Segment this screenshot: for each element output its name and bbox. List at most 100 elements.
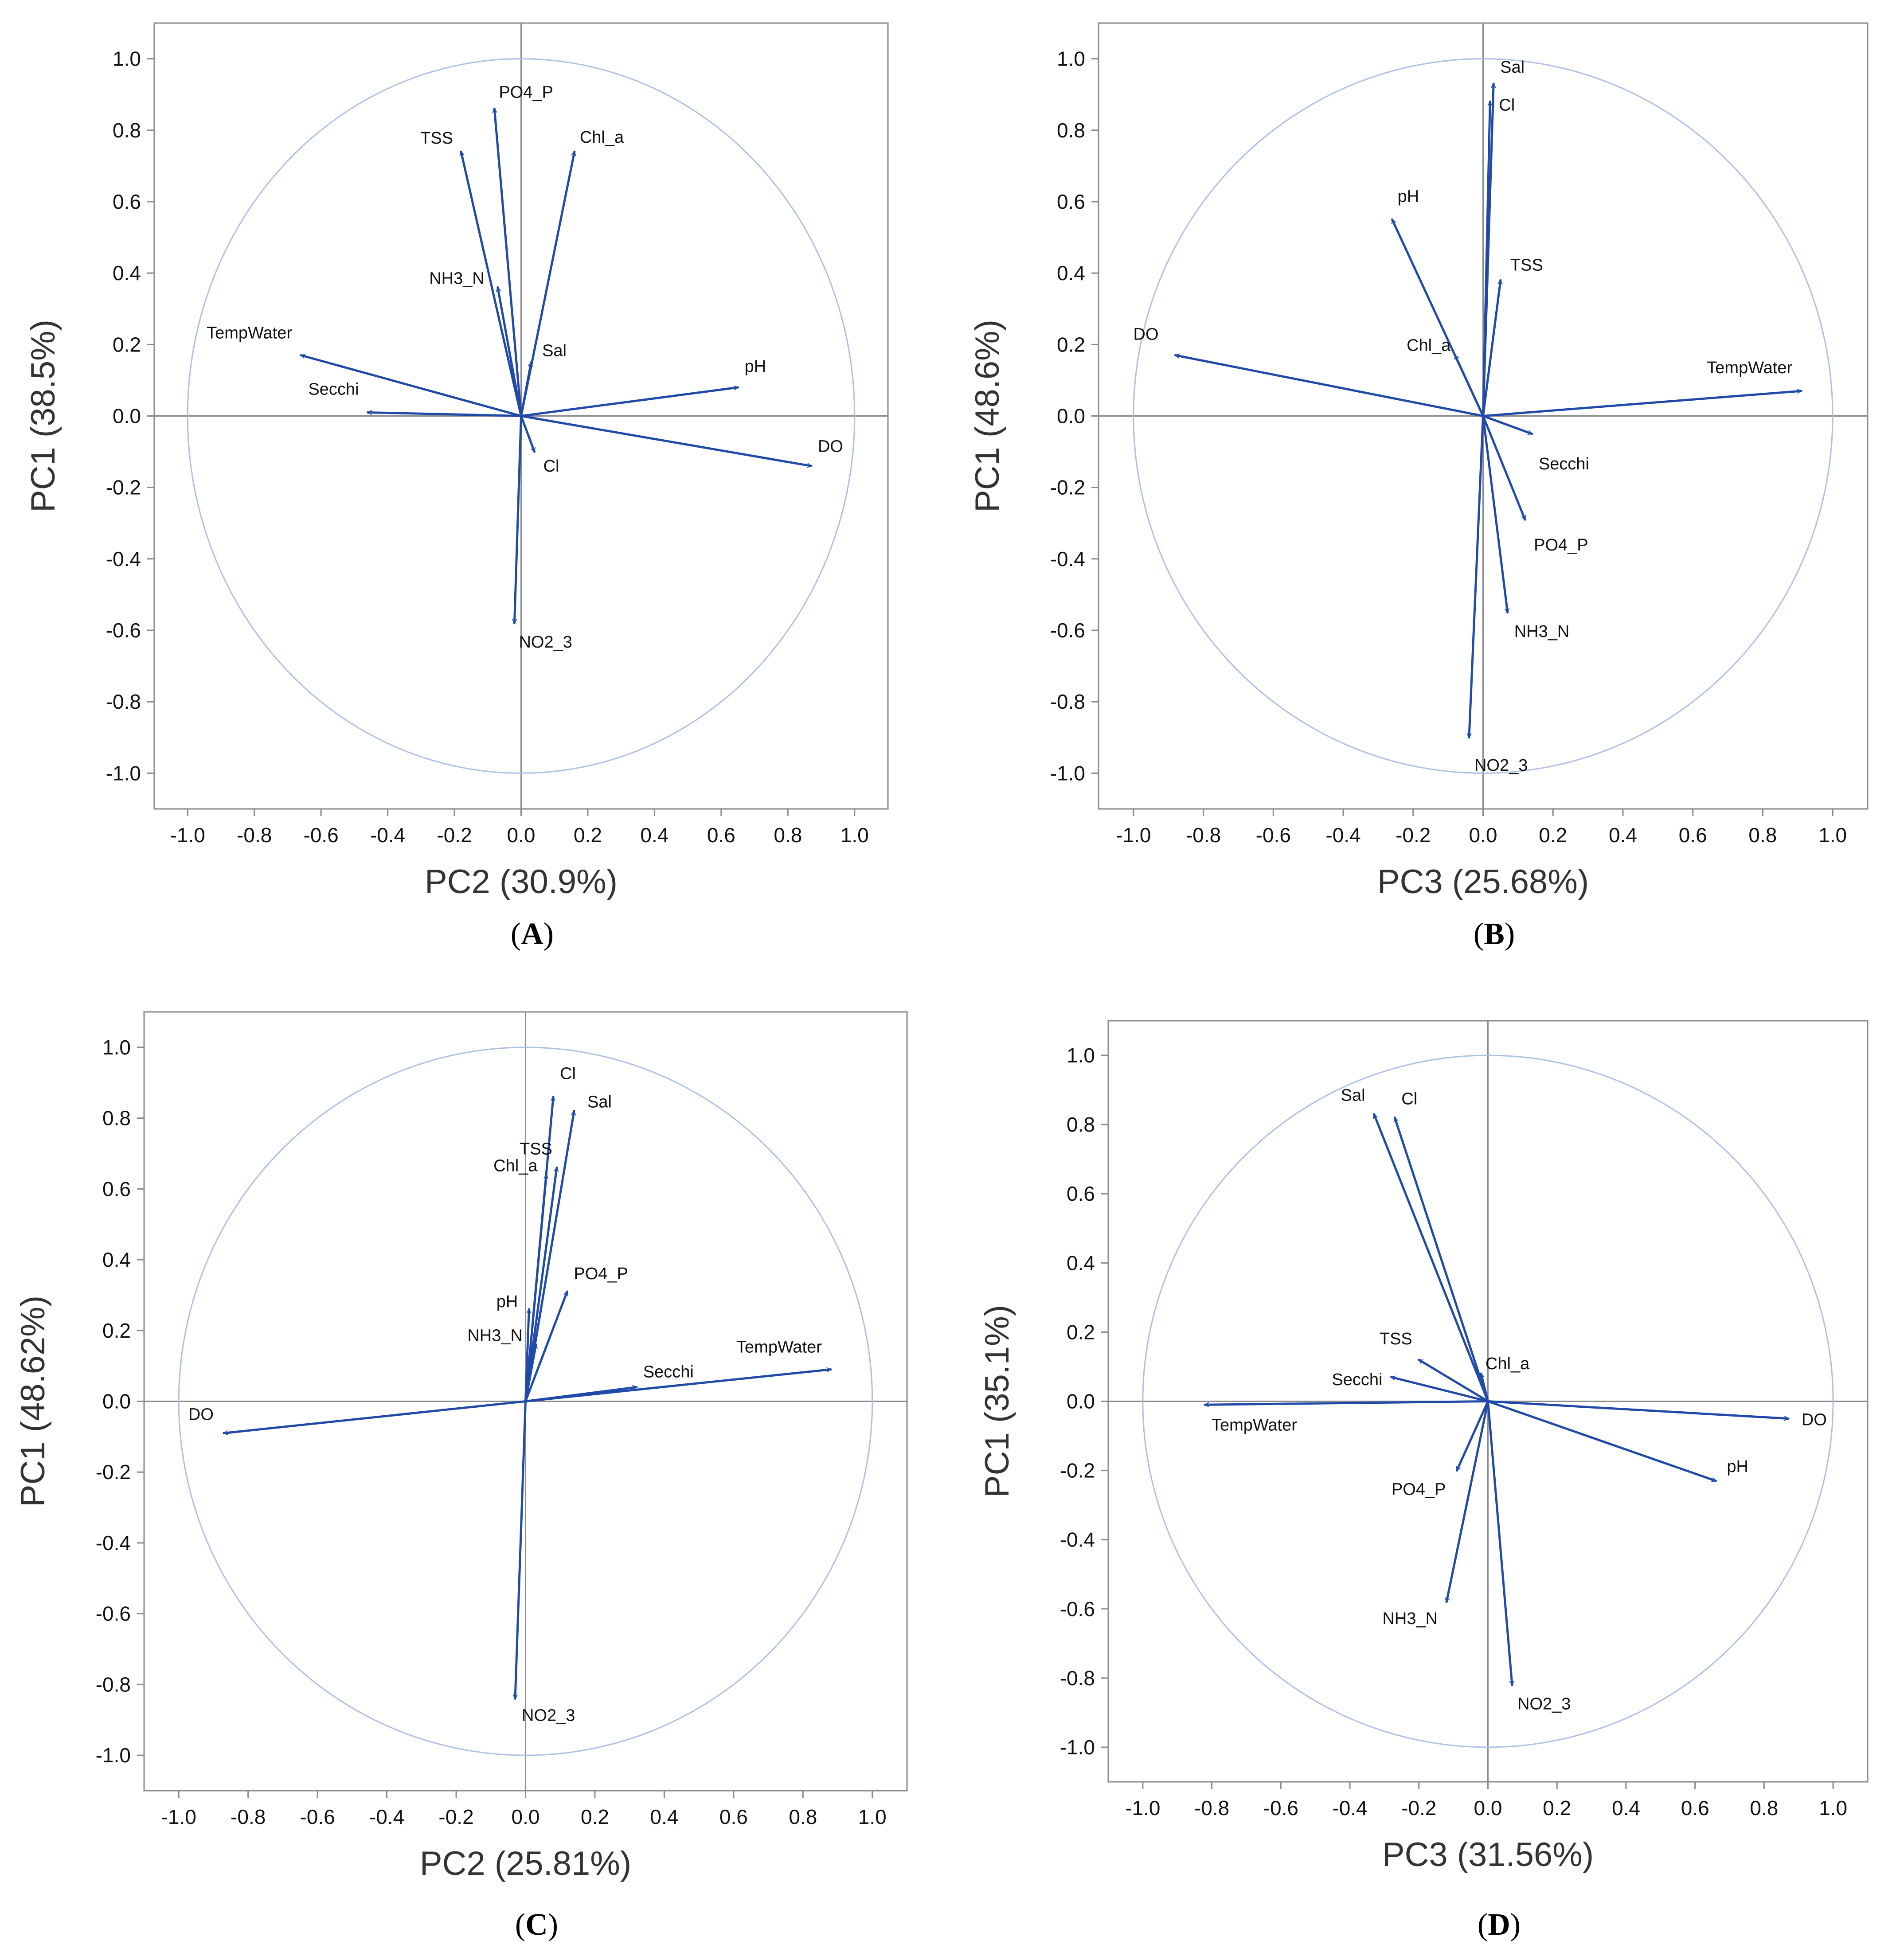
loading-label: NH3_N [429,269,485,288]
loading-label: TempWater [736,1338,822,1357]
x-tick-label: 0.6 [1679,824,1707,847]
x-tick-label: -0.2 [438,1805,473,1828]
x-tick-label: 1.0 [1818,824,1847,847]
loading-label: PO4_P [499,83,553,102]
x-axis-label: PC3 (25.68%) [1377,863,1589,901]
x-tick-label: -0.2 [1396,824,1431,847]
panel-c: -1.0 -1.0 -0.8 -0.8 -0.6 -0.6 -0.4 -0.4 -0.2 -0.2… [14,1011,908,1942]
loading-label: NH3_N [1514,622,1570,641]
loading-vector-cl [1393,1117,1489,1402]
loading-label: Sal [1341,1086,1365,1105]
x-tick-label: 1.0 [1819,1796,1847,1819]
panel-label: (C) [515,1908,558,1942]
loading-label: DO [1134,325,1159,344]
x-tick-label: 0.8 [1750,1796,1778,1819]
x-tick-label: -0.4 [369,1805,404,1828]
loading-label: pH [1727,1457,1748,1476]
y-tick-label: 0.8 [102,1107,131,1130]
loading-vector-ph [524,1308,532,1402]
y-tick-label: 0.2 [1057,333,1085,356]
y-tick-label: 1.0 [113,47,141,70]
x-tick-label: -0.4 [370,824,405,847]
x-tick-label: -1.0 [170,824,205,847]
loading-label: DO [188,1405,214,1424]
loading-vector-do [520,415,813,468]
x-tick-label: 0.4 [1612,1796,1640,1819]
loading-vector-chl-a [524,1173,549,1402]
correlation-circle [187,58,856,774]
x-tick-label: 0.6 [1681,1796,1709,1819]
loading-vector-po4-p [492,107,522,417]
loading-label: PO4_P [574,1265,628,1283]
y-tick-label: 0.4 [1057,262,1085,285]
x-axis-label: PC2 (25.81%) [420,1845,631,1882]
loading-label: PO4_P [1534,536,1588,554]
loading-vector-no2-3 [512,1400,527,1700]
loading-vector-nh3-n [1445,1400,1489,1603]
panel-label: (A) [511,917,554,951]
y-tick-label: 0.6 [102,1177,131,1200]
y-tick-label: -0.6 [1050,619,1085,642]
y-tick-label: 0.4 [113,262,141,285]
y-tick-label: -0.8 [106,690,141,713]
x-tick-label: -0.8 [231,1805,266,1828]
panel-label: (B) [1474,917,1515,951]
y-tick-label: -1.0 [1050,761,1085,785]
loading-label: NH3_N [467,1327,523,1345]
y-tick-label: -0.6 [96,1602,131,1625]
y-tick-label: 0.0 [1067,1390,1095,1413]
x-tick-label: 0.4 [1609,824,1637,847]
x-tick-label: 1.0 [858,1805,887,1828]
loading-label: TempWater [1707,359,1792,377]
loading-vector-nh3-n [524,1343,538,1402]
x-tick-label: 0.0 [507,824,536,847]
loading-label: NO2_3 [1474,756,1528,775]
loading-label: TempWater [1212,1416,1297,1434]
x-tick-label: -0.8 [1194,1796,1229,1819]
x-tick-label: -0.2 [1401,1796,1436,1819]
loading-label: pH [1397,187,1419,206]
y-tick-label: 0.8 [1057,119,1085,142]
y-tick-label: 0.0 [113,405,141,428]
loading-label: Cl [1401,1090,1417,1109]
loading-vector-po4-p [524,1290,568,1402]
loading-label: PO4_P [1392,1480,1446,1499]
loading-vector-no2-3 [1487,1400,1515,1686]
y-tick-label: -1.0 [106,761,141,785]
loading-label: pH [496,1292,518,1311]
loading-vector-tss [1482,279,1503,417]
x-tick-label: 0.6 [719,1805,748,1828]
x-tick-label: -0.4 [1332,1796,1367,1819]
y-tick-label: -0.4 [96,1531,131,1554]
loading-label: Secchi [643,1363,694,1382]
loading-vector-sal [1373,1113,1489,1402]
x-tick-label: 0.0 [512,1805,540,1828]
y-tick-label: -0.4 [1050,547,1085,570]
y-tick-label: 0.6 [1057,190,1085,213]
panel-b: -1.0 -1.0 -0.8 -0.8 -0.6 -0.6 -0.4 -0.4 -0.2 -0.2… [969,22,1869,951]
loading-vector-tempwater [1204,1400,1489,1407]
x-tick-label: 0.2 [581,1805,609,1828]
x-tick-label: 0.2 [574,824,602,847]
x-tick-label: -0.4 [1325,824,1360,847]
loading-label: Chl_a [493,1156,538,1175]
y-tick-label: 0.0 [102,1390,131,1413]
y-tick-label: 0.6 [1067,1182,1095,1205]
x-tick-label: -0.6 [1263,1796,1298,1819]
x-tick-label: 0.4 [640,824,668,847]
x-tick-label: 0.8 [1748,824,1777,847]
panel-d: -1.0 -1.0 -0.8 -0.8 -0.6 -0.6 -0.4 -0.4 -0.2 -0.2… [978,1020,1869,1942]
y-tick-label: -0.2 [1060,1459,1095,1482]
loading-label: NO2_3 [522,1706,575,1725]
y-tick-label: -0.8 [1060,1667,1095,1690]
x-tick-label: -0.8 [237,824,272,847]
y-tick-label: 0.0 [1057,405,1085,428]
loading-vector-tempwater [1482,389,1802,417]
y-tick-label: 1.0 [102,1036,131,1059]
y-tick-label: -0.6 [1060,1597,1095,1620]
loading-vector-tss [459,150,522,417]
loading-label: Chl_a [580,128,624,147]
y-tick-label: -1.0 [96,1744,131,1767]
correlation-circle [1142,1054,1834,1748]
